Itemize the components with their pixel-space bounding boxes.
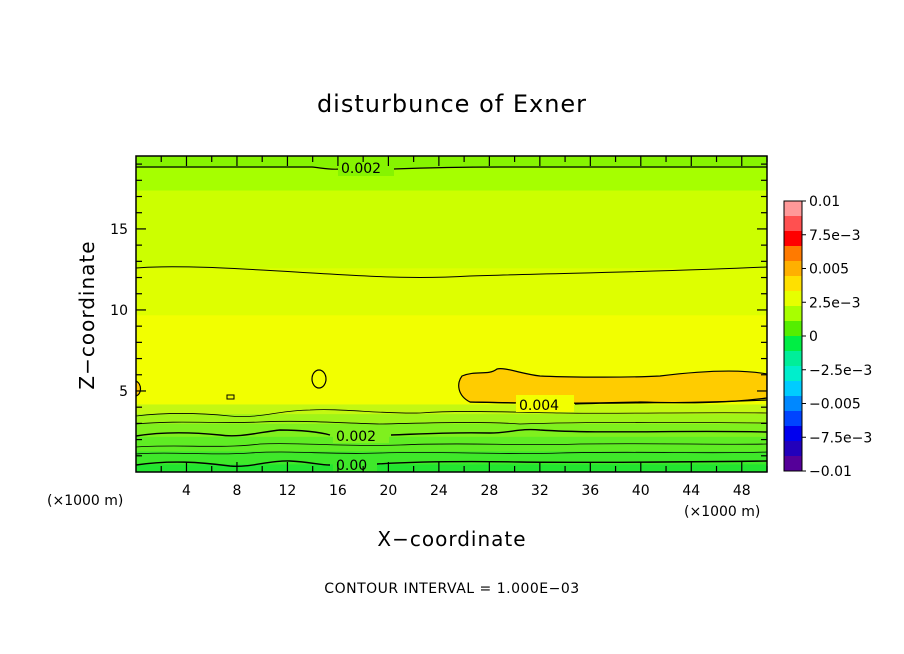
x-tick-label: 4 [182,483,191,499]
max-region-bubble [311,369,327,389]
contour-line-mid-upper [136,266,767,278]
colorbar-swatch [784,216,802,232]
max-region [136,368,767,405]
y-tick-label: 15 [110,222,128,238]
field-band-5 [136,403,767,415]
contour-line-top [136,166,767,170]
colorbar-label: −0.01 [809,464,852,480]
contour-line-low-2 [136,420,767,425]
colorbar-label: 0.01 [809,194,840,210]
colorbar-label: 0 [809,329,818,345]
colorbar-label: −2.5e−3 [809,363,872,379]
x-tick-label: 20 [379,483,397,499]
y-ticks: 5 10 15 [110,163,767,457]
contour-label-bg-3 [333,457,377,471]
contour-lines [136,166,767,468]
colorbar-label: −0.005 [809,397,861,413]
colorbar-swatch [784,201,802,217]
chart-title: disturbunce of Exner [317,90,587,118]
colorbar-swatch [784,396,802,412]
x-tick-label: 16 [329,483,347,499]
colorbar-label: −7.5e−3 [809,430,872,446]
x-tick-label: 48 [733,483,751,499]
field-band-4 [136,413,767,424]
x-axis-label: X−coordinate [377,527,526,551]
contour-field [136,156,767,472]
colorbar-swatch [784,351,802,367]
x-tick-label: 12 [279,483,297,499]
colorbar-swatch [784,306,802,322]
contour-label-bg-1 [516,395,574,412]
x-unit-left: (×1000 m) [47,493,123,509]
contour-label: 0.002 [336,429,376,445]
colorbar-swatch [784,231,802,247]
contour-line-0004-lower [469,399,767,405]
field-band-10 [136,156,767,168]
x-tick-label: 36 [581,483,599,499]
x-ticks: 4 8 12 16 20 24 28 32 36 40 44 48 [160,156,768,499]
colorbar-swatch [784,321,802,337]
contour-label: 0.004 [519,398,559,414]
contour-label-bg-0 [338,159,394,176]
y-axis-label: Z−coordinate [75,240,99,389]
colorbar-swatch [784,441,802,457]
x-tick-label: 28 [480,483,498,499]
max-region-small [226,394,235,400]
x-tick-label: 40 [632,483,650,499]
x-tick-label: 24 [430,483,448,499]
colorbar: 0.01 7.5e−3 0.005 2.5e−3 0 −2.5e−3 −0.005 −7.5e… [784,194,872,480]
colorbar-swatch [784,381,802,397]
colorbar-swatch [784,411,802,427]
x-unit-right: (×1000 m) [684,504,760,520]
colorbar-swatch [784,291,802,307]
y-tick-label: 5 [119,384,128,400]
contour-line-low-4 [136,451,767,455]
field-band-7 [136,267,767,316]
field-band-8 [136,190,767,269]
colorbar-swatch [784,246,802,262]
colorbar-swatch [784,366,802,382]
colorbar-swatch [784,426,802,442]
x-tick-label: 8 [232,483,241,499]
x-tick-label: 44 [682,483,700,499]
colorbar-swatch [784,276,802,292]
x-tick-label: 32 [531,483,549,499]
field-band-9 [136,167,767,191]
colorbar-label: 2.5e−3 [809,295,861,311]
field-band-0 [136,463,767,472]
colorbar-swatch [784,261,802,277]
contour-interval: CONTOUR INTERVAL = 1.000E−03 [324,581,579,597]
plot-frame [135,155,768,473]
colorbar-frame [783,200,803,472]
colorbar-swatch [784,456,802,472]
y-tick-label: 10 [110,303,128,319]
contour-line-low-1 [136,409,767,417]
field-band-3 [136,423,767,437]
contour-label: 0.002 [341,161,381,177]
colorbar-swatch [784,336,802,352]
contour-label: 0.00 [336,458,367,474]
contour-line-low-3 [136,443,767,448]
contour-line-0002 [136,428,767,437]
colorbar-label: 0.005 [809,262,849,278]
contour-label-bg-2 [333,427,389,443]
contour-line-zero [136,460,767,468]
colorbar-label: 7.5e−3 [809,228,861,244]
